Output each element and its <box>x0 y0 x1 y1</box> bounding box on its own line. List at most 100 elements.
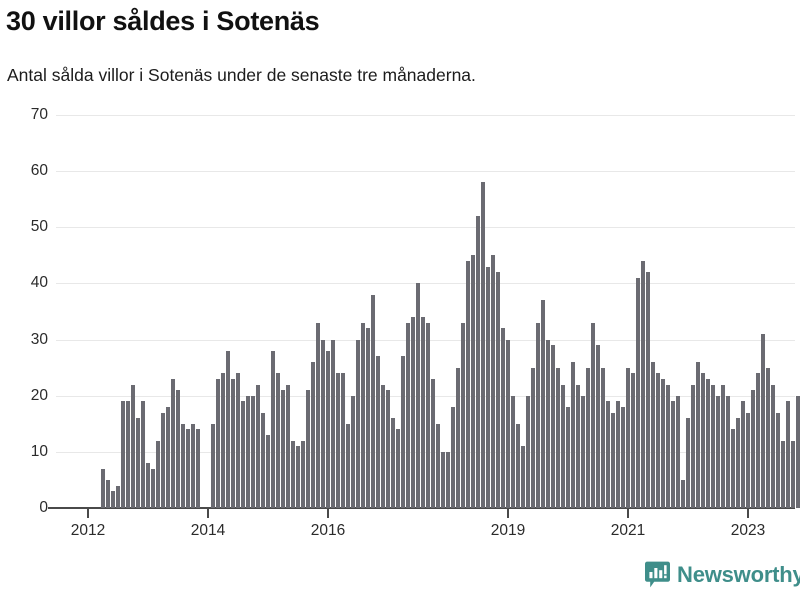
bar <box>556 367 560 508</box>
bar <box>736 418 740 508</box>
x-axis-tick-mark <box>627 509 629 518</box>
x-axis-tick-label: 2023 <box>730 522 766 539</box>
bar <box>161 412 165 508</box>
bar <box>236 373 240 508</box>
bar <box>346 423 350 508</box>
bar <box>471 255 475 508</box>
bar <box>686 418 690 508</box>
bar <box>156 440 160 508</box>
bar <box>406 322 410 508</box>
newsworthy-logo: Newsworthy <box>645 561 800 588</box>
bar <box>616 401 620 508</box>
bar <box>756 373 760 508</box>
x-axis-tick-mark <box>207 509 209 518</box>
bar <box>656 373 660 508</box>
bar <box>266 435 270 508</box>
bar <box>566 406 570 508</box>
bar <box>126 401 130 508</box>
bar <box>191 423 195 508</box>
bar <box>791 440 795 508</box>
bar <box>766 367 770 508</box>
bar <box>476 216 480 508</box>
bar <box>536 322 540 508</box>
bar <box>246 395 250 508</box>
bar <box>421 317 425 508</box>
x-axis-tick-label: 2019 <box>490 522 526 539</box>
page-title: 30 villor såldes i Sotenäs <box>6 6 320 36</box>
y-axis-tick-label: 60 <box>30 162 48 180</box>
bar <box>276 373 280 508</box>
bar <box>411 317 415 508</box>
bar <box>646 272 650 508</box>
bar <box>771 384 775 508</box>
bar <box>636 277 640 508</box>
bar <box>196 429 200 508</box>
chart-subtitle: Antal sålda villor i Sotenäs under de se… <box>7 65 476 85</box>
bar <box>676 395 680 508</box>
gridline-10 <box>56 451 795 453</box>
bar <box>226 350 230 508</box>
bar <box>551 345 555 508</box>
gridline-60 <box>56 171 795 173</box>
bar <box>466 260 470 508</box>
bar <box>706 378 710 508</box>
bar <box>701 373 705 508</box>
bar <box>546 339 550 508</box>
bar <box>401 356 405 508</box>
bar <box>481 182 485 508</box>
bar <box>381 384 385 508</box>
bar <box>326 350 330 508</box>
bar <box>431 378 435 508</box>
bar <box>456 367 460 508</box>
bar <box>151 468 155 508</box>
bar <box>171 378 175 508</box>
bar <box>386 390 390 508</box>
bar <box>516 423 520 508</box>
bar <box>576 384 580 508</box>
bar <box>301 440 305 508</box>
bar <box>741 401 745 508</box>
bar <box>351 395 355 508</box>
bar <box>121 401 125 508</box>
y-axis-tick-label: 10 <box>30 442 48 460</box>
x-axis-tick-label: 2016 <box>310 522 346 539</box>
x-axis-tick-label: 2021 <box>610 522 646 539</box>
bar <box>461 322 465 508</box>
bar <box>336 373 340 508</box>
y-axis-tick-label: 70 <box>30 106 48 123</box>
bar <box>511 395 515 508</box>
bar <box>146 463 150 508</box>
bar <box>586 367 590 508</box>
bar <box>631 373 635 508</box>
bar <box>306 390 310 508</box>
bar <box>416 283 420 508</box>
y-axis-tick-label: 30 <box>30 330 48 348</box>
bar <box>141 401 145 508</box>
bar <box>611 412 615 508</box>
bar <box>651 362 655 508</box>
bar <box>761 333 765 508</box>
bar <box>221 373 225 508</box>
bar <box>601 367 605 508</box>
bar <box>281 390 285 508</box>
y-axis-tick-label: 40 <box>30 274 48 292</box>
bar <box>231 378 235 508</box>
bar <box>436 423 440 508</box>
bar <box>331 339 335 508</box>
bar <box>311 362 315 508</box>
bar <box>371 294 375 508</box>
bar <box>296 446 300 508</box>
bar <box>506 339 510 508</box>
bar <box>711 384 715 508</box>
bar <box>661 378 665 508</box>
bar <box>101 468 105 508</box>
bar <box>626 367 630 508</box>
bar <box>781 440 785 508</box>
bar <box>571 362 575 508</box>
bar <box>366 328 370 508</box>
bar <box>256 384 260 508</box>
bar <box>441 451 445 508</box>
bar <box>731 429 735 508</box>
bar <box>786 401 790 508</box>
